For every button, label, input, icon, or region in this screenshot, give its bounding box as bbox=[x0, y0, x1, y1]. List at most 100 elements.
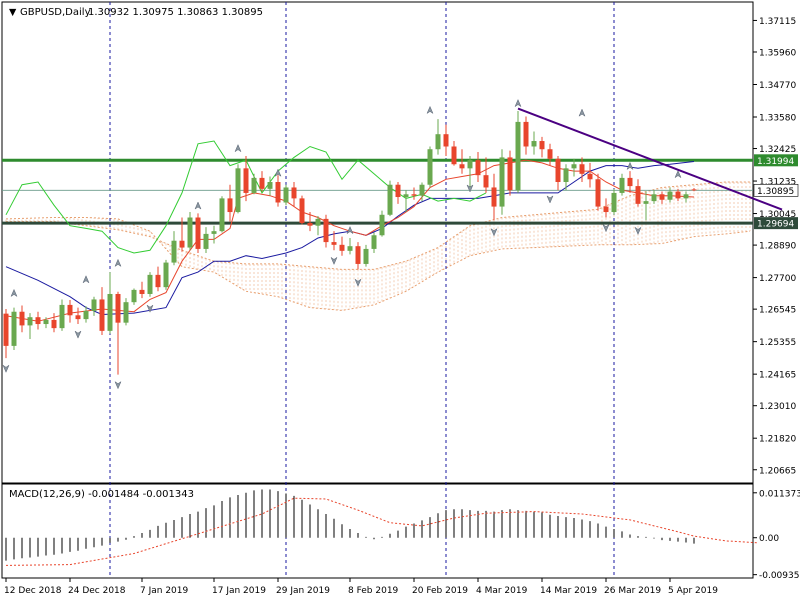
candle-bull bbox=[59, 304, 65, 329]
macd-label: MACD(12,26,9) -0.001484 -0.001343 bbox=[9, 489, 194, 500]
candle-bear bbox=[459, 164, 465, 169]
candle-bull bbox=[619, 177, 625, 193]
candle-bull bbox=[91, 299, 97, 311]
candle-bull bbox=[27, 317, 33, 326]
candlestick-series bbox=[3, 110, 697, 375]
x-tick-label: 7 Jan 2019 bbox=[140, 586, 188, 596]
candle-bull bbox=[219, 198, 225, 232]
candle-bear bbox=[299, 198, 305, 223]
macd-pane-frame bbox=[1, 483, 754, 579]
candle-bull bbox=[211, 231, 217, 234]
candle-bear bbox=[227, 198, 233, 213]
y-tick-label: 1.20665 bbox=[759, 466, 796, 476]
candle-bull bbox=[363, 248, 369, 264]
current-price-tag-bg bbox=[754, 184, 798, 197]
candle-bear bbox=[331, 242, 337, 245]
candle-bull bbox=[187, 217, 193, 248]
fractal-up-marker bbox=[346, 225, 354, 235]
fractal-down-marker bbox=[354, 278, 362, 287]
candle-bull bbox=[419, 184, 425, 196]
y-tick-label: 1.25355 bbox=[759, 338, 796, 348]
candle-bear bbox=[395, 184, 401, 198]
candle-bear bbox=[115, 293, 121, 323]
candle-bear bbox=[539, 141, 545, 150]
candle-bull bbox=[43, 319, 49, 325]
candle-bull bbox=[123, 302, 129, 323]
resistance-price-tag: 1.31994 bbox=[757, 157, 794, 167]
fractal-up-marker bbox=[674, 169, 682, 179]
candle-bull bbox=[467, 160, 473, 169]
fractal-down-marker bbox=[146, 304, 154, 313]
fractal-down-marker bbox=[546, 195, 554, 204]
candle-bull bbox=[611, 192, 617, 213]
candle-bear bbox=[3, 313, 9, 346]
current-price-tag-border bbox=[753, 184, 799, 197]
x-tick-label: 20 Feb 2019 bbox=[412, 586, 468, 596]
candle-bull bbox=[563, 168, 569, 182]
candle-bear bbox=[243, 168, 249, 193]
fractal-up-marker bbox=[578, 108, 586, 117]
y-tick-label: 1.33580 bbox=[759, 113, 796, 123]
candle-bear bbox=[595, 179, 601, 207]
fractal-up-marker bbox=[234, 144, 242, 153]
candle-bear bbox=[411, 194, 417, 196]
candle-bull bbox=[267, 181, 273, 189]
candle-bull bbox=[683, 194, 689, 199]
fractal-down-marker bbox=[466, 184, 474, 193]
candle-bull bbox=[11, 311, 17, 346]
fractal-down-marker bbox=[114, 380, 122, 390]
candle-bull bbox=[667, 191, 673, 200]
trendline-layer bbox=[517, 107, 783, 211]
candle-bear bbox=[275, 181, 281, 203]
candle-bull bbox=[283, 187, 289, 203]
candle-bear bbox=[75, 315, 81, 320]
candle-bear bbox=[579, 164, 585, 174]
candle-bear bbox=[491, 187, 497, 207]
fractal-down-marker bbox=[330, 256, 338, 266]
fractal-down-marker bbox=[74, 330, 82, 339]
candle-bear bbox=[587, 173, 593, 180]
y-tick-label: 1.35960 bbox=[759, 48, 796, 58]
candle-bull bbox=[235, 168, 241, 213]
candle-bear bbox=[483, 175, 489, 188]
x-tick-label: 17 Jan 2019 bbox=[212, 586, 266, 596]
x-tick-label: 24 Dec 2018 bbox=[68, 586, 126, 596]
candle-bear bbox=[35, 317, 41, 325]
x-tick-label: 12 Dec 2018 bbox=[4, 586, 62, 596]
candle-bear bbox=[475, 160, 481, 176]
macd-y-tick-label: 0.011373 bbox=[759, 489, 800, 499]
candle-bear bbox=[323, 218, 329, 243]
candle-bear bbox=[451, 146, 457, 165]
candle-bear bbox=[523, 121, 529, 147]
fractal-up-marker bbox=[426, 105, 434, 115]
y-tick-label: 1.21820 bbox=[759, 435, 796, 445]
candle-bull bbox=[371, 235, 377, 249]
candle-bear bbox=[627, 177, 633, 187]
candle-bear bbox=[307, 222, 313, 226]
candle-bull bbox=[515, 121, 521, 191]
x-tick-label: 29 Jan 2019 bbox=[276, 586, 330, 596]
candle-bull bbox=[83, 310, 89, 320]
candle-bull bbox=[651, 194, 657, 202]
x-tick-label: 14 Mar 2019 bbox=[540, 586, 597, 596]
candle-bear bbox=[291, 187, 297, 199]
candle-bear bbox=[19, 311, 25, 326]
fractal-down-marker bbox=[634, 226, 642, 235]
fractal-up-marker bbox=[194, 201, 202, 210]
resistance-price-tag-bg bbox=[754, 154, 798, 167]
candle-bull bbox=[379, 214, 385, 236]
y-tick-label: 1.37115 bbox=[759, 17, 796, 27]
candle-bear bbox=[195, 217, 201, 249]
symbol-dropdown-icon[interactable]: ▼ bbox=[9, 7, 17, 18]
candle-bull bbox=[107, 293, 113, 331]
candle-bear bbox=[659, 194, 665, 200]
candle-bear bbox=[355, 246, 361, 264]
main-pane-frame bbox=[1, 1, 754, 484]
x-tick-label: 5 Apr 2019 bbox=[668, 586, 718, 596]
current-price-tag: 1.30895 bbox=[757, 187, 794, 197]
candle-bear bbox=[99, 299, 105, 331]
macd-series bbox=[5, 489, 759, 566]
fractal-down-marker bbox=[602, 223, 610, 233]
senkou-span-b bbox=[5, 217, 751, 311]
